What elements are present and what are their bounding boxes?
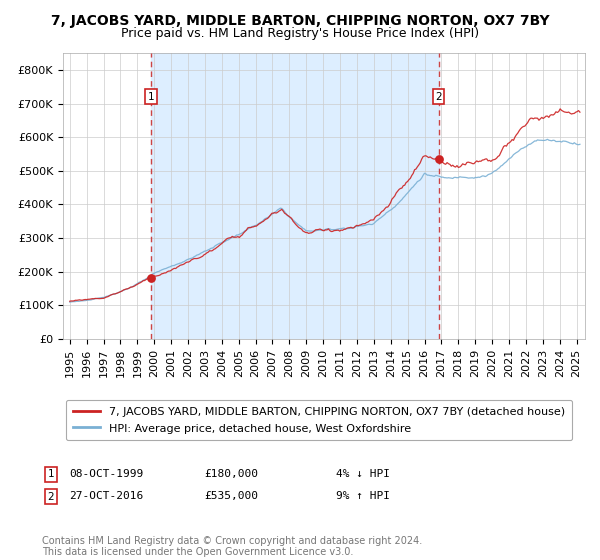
Text: 2: 2 bbox=[435, 92, 442, 102]
Point bbox=[434, 155, 443, 164]
Text: £180,000: £180,000 bbox=[204, 469, 258, 479]
Text: 1: 1 bbox=[148, 92, 154, 102]
Text: 27-OCT-2016: 27-OCT-2016 bbox=[69, 491, 143, 501]
Point bbox=[146, 274, 155, 283]
Text: 4% ↓ HPI: 4% ↓ HPI bbox=[336, 469, 390, 479]
Bar bbox=[151, 53, 439, 339]
Text: Price paid vs. HM Land Registry's House Price Index (HPI): Price paid vs. HM Land Registry's House … bbox=[121, 27, 479, 40]
Text: 08-OCT-1999: 08-OCT-1999 bbox=[69, 469, 143, 479]
Legend: 7, JACOBS YARD, MIDDLE BARTON, CHIPPING NORTON, OX7 7BY (detached house), HPI: A: 7, JACOBS YARD, MIDDLE BARTON, CHIPPING … bbox=[66, 400, 572, 441]
Text: 2: 2 bbox=[47, 492, 55, 502]
Text: 7, JACOBS YARD, MIDDLE BARTON, CHIPPING NORTON, OX7 7BY: 7, JACOBS YARD, MIDDLE BARTON, CHIPPING … bbox=[50, 14, 550, 28]
Text: 1: 1 bbox=[47, 469, 55, 479]
Text: £535,000: £535,000 bbox=[204, 491, 258, 501]
Text: 9% ↑ HPI: 9% ↑ HPI bbox=[336, 491, 390, 501]
Text: Contains HM Land Registry data © Crown copyright and database right 2024.
This d: Contains HM Land Registry data © Crown c… bbox=[42, 535, 422, 557]
